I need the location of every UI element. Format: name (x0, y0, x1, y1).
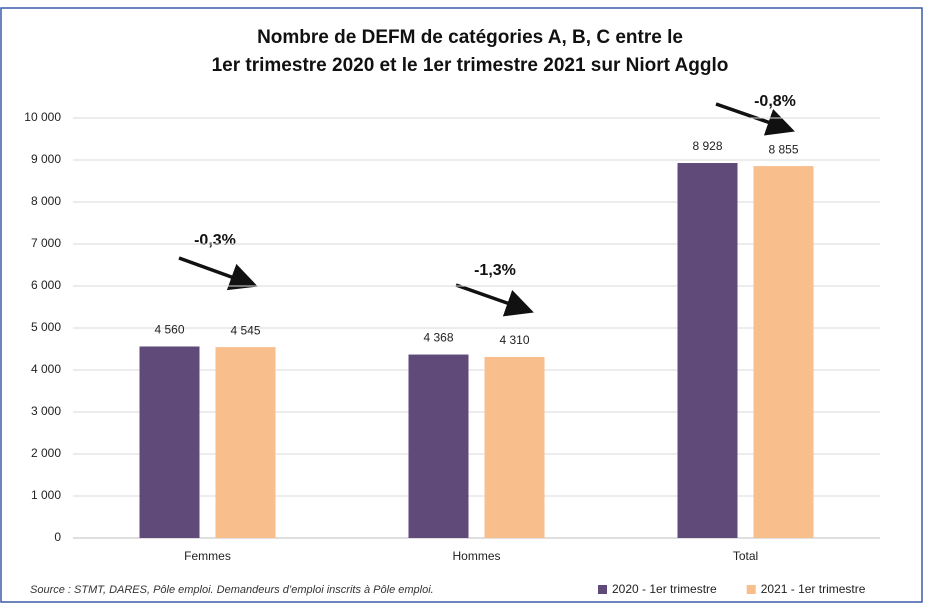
bar (215, 347, 276, 538)
y-tick-label: 9 000 (31, 152, 61, 166)
x-tick-label: Hommes (452, 549, 500, 563)
value-label: 4 368 (423, 331, 453, 345)
value-label: 4 560 (154, 323, 184, 337)
x-tick-label: Femmes (184, 549, 231, 563)
y-tick-label: 2 000 (31, 446, 61, 460)
y-tick-label: 10 000 (24, 110, 61, 124)
y-tick-label: 8 000 (31, 194, 61, 208)
arrow (178, 256, 258, 291)
y-tick-label: 4 000 (31, 362, 61, 376)
arrows (178, 102, 795, 317)
annotation: -1,3% (474, 262, 516, 279)
value-label: 4 310 (499, 333, 529, 347)
bar (677, 163, 738, 539)
annotation: -0,3% (194, 232, 236, 249)
bar (484, 356, 545, 538)
y-tick-label: 6 000 (31, 278, 61, 292)
y-tick-label: 3 000 (31, 404, 61, 418)
chart-title: Nombre de DEFM de catégories A, B, C ent… (257, 27, 683, 48)
chart-title: 1er trimestre 2020 et le 1er trimestre 2… (212, 55, 729, 76)
bar (753, 166, 814, 538)
x-tick-label: Total (733, 549, 758, 563)
arrow (455, 283, 534, 317)
y-tick-label: 5 000 (31, 320, 61, 334)
y-tick-label: 0 (54, 530, 61, 544)
value-label: 8 855 (768, 142, 798, 156)
bar (139, 346, 200, 538)
value-label: 4 545 (230, 323, 260, 337)
legend-label: 2020 - 1er trimestre (612, 582, 717, 596)
legend-swatch (598, 585, 607, 594)
y-tick-label: 7 000 (31, 236, 61, 250)
frame (0, 7, 923, 603)
value-label: 8 928 (692, 139, 722, 153)
legend-label: 2021 - 1er trimestre (761, 582, 866, 596)
annotation: -0,8% (754, 93, 796, 110)
source-note: Source : STMT, DARES, Pôle emploi. Deman… (30, 584, 434, 596)
legend-swatch (746, 585, 756, 594)
arrow (715, 102, 795, 136)
bar (408, 354, 469, 538)
y-tick-label: 1 000 (31, 488, 61, 502)
